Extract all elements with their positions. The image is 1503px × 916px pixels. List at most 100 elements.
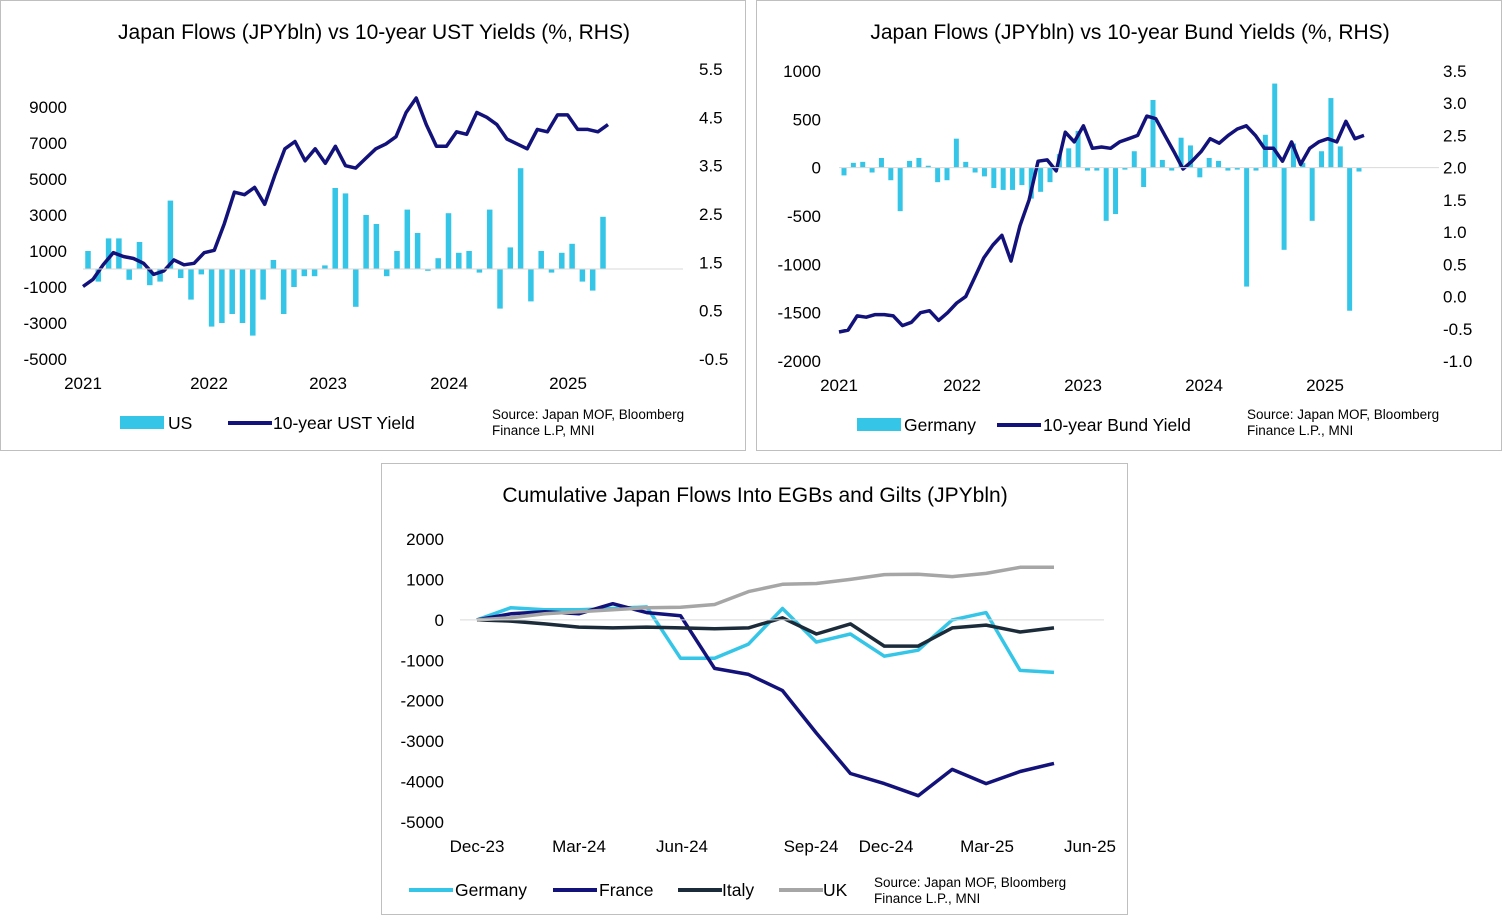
- x-axis-tick-label: 2025: [549, 374, 587, 393]
- flow-bar: [963, 161, 969, 168]
- right-axis-tick-label: -1.0: [1443, 352, 1472, 371]
- flow-bar: [897, 167, 903, 212]
- flow-bar: [1178, 137, 1184, 168]
- flow-bar: [517, 168, 524, 269]
- germany-flows-chart-panel: Japan Flows (JPYbln) vs 10-year Bund Yie…: [756, 0, 1502, 451]
- left-axis-tick-label: -2000: [778, 352, 821, 371]
- source-line-1: Source: Japan MOF, Bloomberg: [492, 407, 684, 422]
- flow-bar: [167, 200, 174, 269]
- flow-bar: [953, 138, 959, 168]
- flow-bar: [301, 269, 308, 277]
- flow-bar: [991, 167, 997, 188]
- x-axis-tick-label: Sep-24: [784, 837, 839, 856]
- flow-bar: [1216, 160, 1222, 168]
- flow-bar: [322, 265, 328, 269]
- flow-bar: [528, 269, 534, 302]
- legend-swatch-bar: [857, 418, 901, 431]
- left-axis-tick-label: -3000: [24, 314, 67, 333]
- right-axis-tick-label: 0.5: [1443, 255, 1467, 274]
- right-axis-tick-label: 3.0: [1443, 94, 1467, 113]
- x-axis-tick-label: 2022: [943, 376, 981, 395]
- right-axis-tick-label: 0.5: [699, 302, 723, 321]
- cumulative-flows-chart-panel: Cumulative Japan Flows Into EGBs and Gil…: [381, 463, 1128, 915]
- x-axis-tick-label: 2023: [309, 374, 347, 393]
- x-axis-tick-label: 2022: [190, 374, 228, 393]
- y-axis-tick-label: -4000: [401, 773, 444, 792]
- flow-bar: [1319, 151, 1325, 168]
- left-axis-tick-label: -1000: [778, 255, 821, 274]
- flow-bar: [1066, 148, 1072, 168]
- chart-title: Cumulative Japan Flows Into EGBs and Gil…: [502, 484, 1007, 507]
- flow-bar: [1131, 151, 1137, 168]
- flow-bar: [925, 165, 931, 168]
- right-axis-tick-label: 1.5: [699, 253, 723, 272]
- flow-bar: [177, 269, 184, 278]
- flow-bar: [1253, 167, 1259, 171]
- flow-bar: [1094, 167, 1100, 171]
- flow-bar: [208, 269, 215, 327]
- flow-bar: [383, 269, 390, 277]
- flow-bar: [136, 242, 143, 269]
- flow-bar: [1038, 167, 1044, 192]
- legend-label-line: 10-year Bund Yield: [1043, 415, 1191, 435]
- flow-bar: [425, 269, 431, 271]
- left-axis-tick-label: 7000: [29, 134, 67, 153]
- flow-bar: [1300, 162, 1306, 168]
- flow-bar: [1244, 167, 1250, 287]
- chart-title: Japan Flows (JPYbln) vs 10-year UST Yiel…: [118, 21, 630, 44]
- flow-bar: [1010, 167, 1016, 190]
- flow-bar: [260, 269, 266, 300]
- flow-bar: [353, 269, 359, 307]
- right-axis-tick-label: 5.5: [699, 60, 723, 79]
- x-axis-tick-label: 2023: [1064, 376, 1102, 395]
- left-axis-tick-label: 0: [812, 159, 821, 178]
- flow-bar: [1122, 167, 1128, 170]
- y-axis-tick-label: 0: [435, 611, 444, 630]
- flow-bar: [95, 269, 102, 282]
- legend-label-bar: US: [168, 413, 192, 433]
- flow-bar: [291, 269, 297, 287]
- series-line-germany: [476, 605, 1055, 675]
- flow-bar: [981, 167, 987, 177]
- flow-bar: [1075, 130, 1081, 168]
- flow-bar: [869, 167, 875, 173]
- flow-bar: [1281, 167, 1287, 250]
- flow-bar: [476, 269, 483, 273]
- flow-bar: [1150, 100, 1156, 168]
- left-axis-tick-label: 1000: [29, 242, 67, 261]
- flow-bar: [332, 188, 338, 269]
- flow-bar: [147, 269, 153, 286]
- flow-bar: [105, 238, 112, 269]
- flow-bar: [126, 269, 132, 280]
- flow-bar: [250, 269, 256, 336]
- legend-label-france: France: [599, 880, 653, 900]
- flow-bar: [404, 209, 411, 269]
- right-axis-tick-label: 2.5: [1443, 126, 1467, 145]
- flow-bar: [311, 269, 318, 277]
- flow-bar: [1187, 145, 1193, 168]
- flow-bar: [1272, 83, 1278, 168]
- flow-bar: [972, 167, 978, 173]
- flow-bar: [394, 251, 400, 269]
- flow-bar: [1290, 143, 1296, 168]
- flow-bar: [1262, 134, 1268, 168]
- flow-bar: [497, 269, 503, 309]
- y-axis-tick-label: 2000: [406, 530, 444, 549]
- flow-bar: [414, 233, 421, 269]
- chart-title: Japan Flows (JPYbln) vs 10-year Bund Yie…: [870, 21, 1389, 44]
- source-line-2: Finance L.P, MNI: [492, 423, 595, 438]
- x-axis-tick-label: Jun-24: [656, 837, 708, 856]
- us-flows-chart-panel: Japan Flows (JPYbln) vs 10-year UST Yiel…: [0, 0, 746, 451]
- flow-bar: [1141, 167, 1147, 187]
- flow-bar: [916, 158, 922, 168]
- left-axis-tick-label: 1000: [783, 62, 821, 81]
- flow-bar: [935, 167, 941, 183]
- flow-bar: [466, 251, 472, 269]
- flow-bar: [239, 269, 246, 323]
- legend-label-bar: Germany: [904, 415, 976, 435]
- flow-bar: [1356, 167, 1362, 172]
- left-axis-tick-label: 9000: [29, 98, 67, 117]
- x-axis-tick-label: Dec-23: [450, 837, 505, 856]
- flow-bar: [157, 269, 163, 282]
- right-axis-tick-label: 1.5: [1443, 191, 1467, 210]
